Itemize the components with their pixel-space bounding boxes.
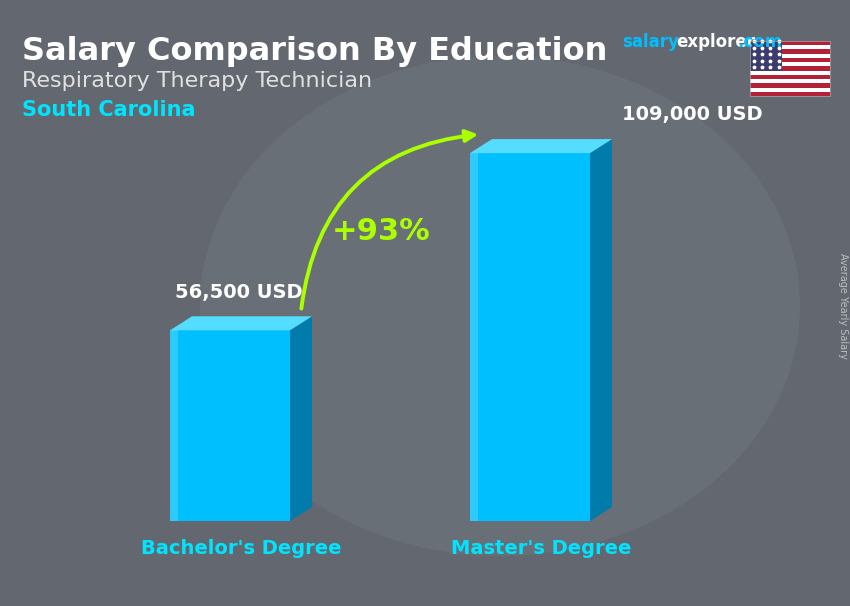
Bar [750, 79, 830, 83]
Bar [750, 54, 830, 58]
Text: 56,500 USD: 56,500 USD [175, 284, 303, 302]
Bar [750, 50, 830, 54]
Polygon shape [170, 316, 312, 330]
Bar [470, 153, 478, 521]
Text: 109,000 USD: 109,000 USD [622, 105, 762, 124]
Text: Bachelor's Degree: Bachelor's Degree [141, 539, 341, 558]
Polygon shape [590, 139, 612, 521]
Bar [170, 330, 290, 521]
Bar [750, 41, 830, 45]
Ellipse shape [200, 56, 800, 556]
Text: South Carolina: South Carolina [22, 100, 196, 120]
Bar [750, 62, 830, 67]
Bar [750, 41, 830, 96]
Bar [170, 330, 178, 521]
Text: explorer: explorer [676, 33, 755, 51]
Bar [750, 67, 830, 71]
Bar [750, 87, 830, 92]
Bar [470, 153, 590, 521]
Bar [750, 92, 830, 96]
Text: .com: .com [737, 33, 782, 51]
Text: Respiratory Therapy Technician: Respiratory Therapy Technician [22, 71, 372, 91]
Bar [750, 45, 830, 50]
Bar [750, 75, 830, 79]
Bar [750, 83, 830, 87]
Bar [750, 71, 830, 75]
Bar [750, 58, 830, 62]
Bar [750, 41, 782, 71]
Polygon shape [470, 139, 612, 153]
Text: +93%: +93% [332, 217, 430, 246]
Text: Salary Comparison By Education: Salary Comparison By Education [22, 36, 608, 67]
Text: salary: salary [622, 33, 679, 51]
Polygon shape [290, 316, 312, 521]
Text: Average Yearly Salary: Average Yearly Salary [838, 253, 848, 359]
Text: Master's Degree: Master's Degree [450, 539, 632, 558]
FancyArrowPatch shape [302, 131, 474, 308]
